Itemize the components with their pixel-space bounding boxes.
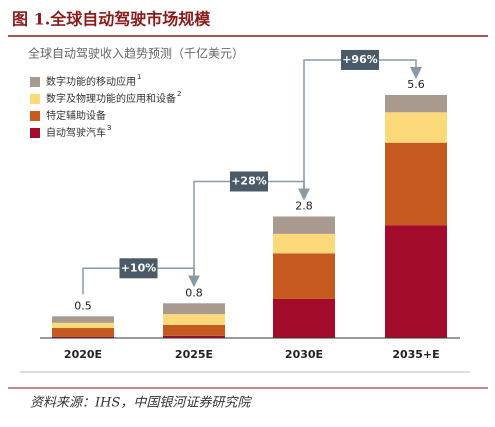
legend-label: 自动驾驶汽车 <box>46 126 106 139</box>
total-label: 0.5 <box>74 299 92 312</box>
legend-swatch <box>30 128 40 138</box>
bar-segment <box>273 253 335 299</box>
chart-title: 图 1.全球自动驾驶市场规模 <box>12 10 211 29</box>
bar-segment <box>273 216 335 234</box>
bar-segment <box>163 324 225 336</box>
bar-segment <box>163 314 225 325</box>
total-label: 2.8 <box>295 199 313 212</box>
legend-swatch <box>30 77 40 87</box>
bar-segment <box>385 112 447 143</box>
growth-label: +28% <box>231 174 267 187</box>
bar-segment <box>273 233 335 254</box>
growth-label: +10% <box>121 261 157 274</box>
legend-label: 数字及物理功能的应用和设备 <box>46 92 176 105</box>
legend-note: 1 <box>137 73 141 81</box>
growth-box <box>119 258 158 279</box>
x-tick-label: 2020E <box>64 348 102 361</box>
source: 资料来源：IHS，中国银河证券研究院 <box>30 395 252 411</box>
legend-label: 特定辅助设备 <box>46 109 106 122</box>
bar-segment <box>52 322 114 329</box>
legend-label: 数字功能的移动应用 <box>46 75 136 88</box>
bar-segment <box>385 142 447 226</box>
total-label: 5.6 <box>407 78 425 91</box>
growth-box <box>230 171 268 192</box>
subtitle: 全球自动驾驶收入趋势预测（千亿美元） <box>28 46 244 61</box>
growth-box <box>341 49 379 70</box>
growth-label: +96% <box>342 53 378 66</box>
x-tick-label: 2030E <box>285 348 323 361</box>
legend-note: 2 <box>177 90 181 98</box>
total-label: 0.8 <box>185 286 203 299</box>
bar-segment <box>385 225 447 338</box>
bar-segment <box>52 336 114 338</box>
bar-segment <box>163 335 225 338</box>
bar-segment <box>163 303 225 315</box>
x-tick-label: 2035+E <box>392 348 439 361</box>
legend-swatch <box>30 111 40 121</box>
bar-segment <box>273 298 335 338</box>
legend-note: 3 <box>107 124 111 132</box>
bar-segment <box>52 316 114 323</box>
legend-swatch <box>30 94 40 104</box>
bar-segment <box>385 94 447 113</box>
x-tick-label: 2025E <box>175 348 213 361</box>
bar-segment <box>52 328 114 337</box>
